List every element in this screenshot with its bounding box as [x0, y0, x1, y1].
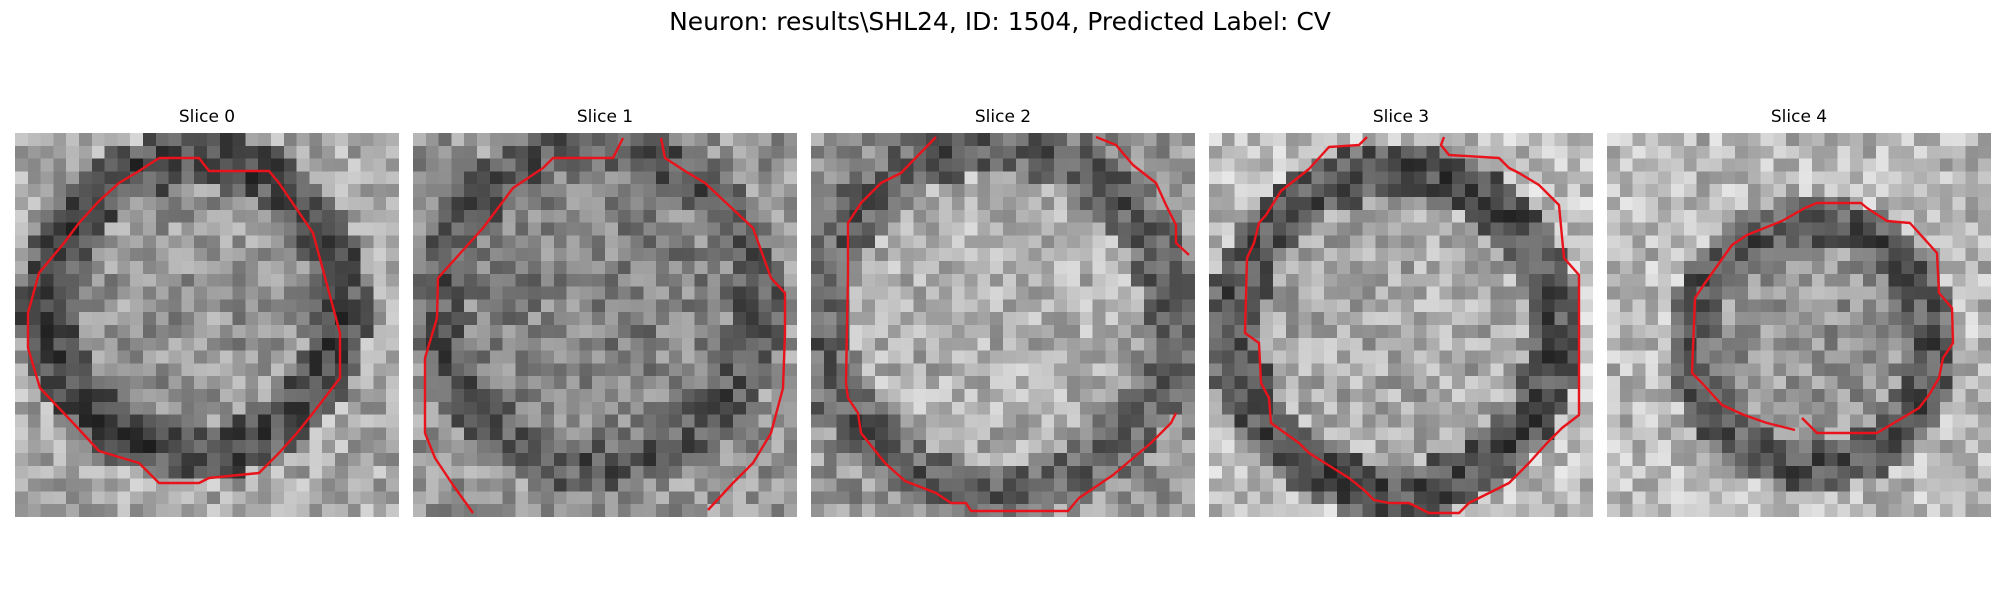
slice-title-4: Slice 4 — [1770, 107, 1828, 127]
slice-title-3: Slice 3 — [1372, 107, 1430, 127]
slice-panel-1: Slice 1 — [413, 105, 797, 517]
grayscale-slice — [413, 133, 797, 517]
grayscale-slice — [1209, 133, 1593, 517]
membrane-contour — [1690, 201, 1955, 435]
slice-image-1 — [413, 133, 797, 517]
slice-image-2 — [811, 133, 1195, 517]
slice-title-0: Slice 0 — [178, 107, 236, 127]
membrane-contour — [26, 156, 342, 485]
slice-panel-2: Slice 2 — [811, 105, 1195, 517]
grayscale-slice — [811, 133, 1195, 517]
slice-panel-4: Slice 4 — [1607, 105, 1991, 517]
slice-panel-0: Slice 0 — [15, 105, 399, 517]
membrane-contour — [844, 135, 1190, 513]
slice-image-0 — [15, 133, 399, 517]
figure-title: Neuron: results\SHL24, ID: 1504, Predict… — [669, 7, 1331, 36]
grayscale-slice — [1607, 133, 1991, 517]
membrane-contour — [1243, 136, 1581, 515]
slice-image-3 — [1209, 133, 1593, 517]
slice-title-1: Slice 1 — [576, 107, 634, 127]
grayscale-slice — [15, 133, 399, 517]
slice-image-4 — [1607, 133, 1991, 517]
slice-panel-3: Slice 3 — [1209, 105, 1593, 517]
slice-title-2: Slice 2 — [974, 107, 1032, 127]
membrane-contour — [423, 137, 787, 514]
